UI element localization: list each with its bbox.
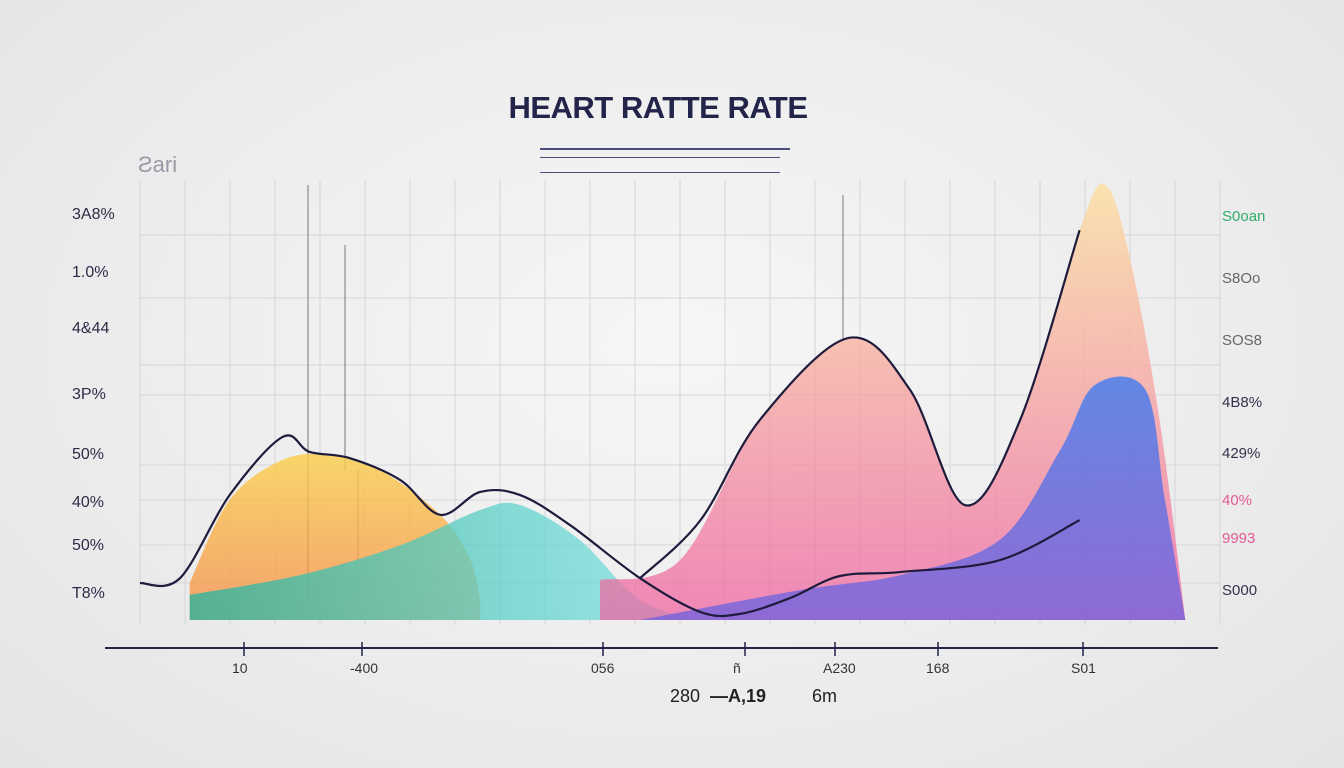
series-line-1: [639, 229, 1081, 579]
title-underline: [540, 148, 790, 150]
y-tick-label-left: 4&44: [72, 320, 110, 337]
series-line-0: [139, 434, 1081, 618]
x-subtitle-3: 6m: [812, 686, 838, 706]
series-area-3: [640, 376, 1186, 620]
y-tick-label-left: 3P%: [72, 386, 106, 403]
x-tick-label: 10: [232, 660, 248, 676]
chart-title: HEART RATTE RATE: [508, 90, 808, 125]
y-tick-label-right: SOS8: [1222, 332, 1263, 349]
x-tick-label: ñ: [733, 660, 741, 676]
y-tick-label-right: 9993: [1222, 530, 1256, 547]
y-tick-label-right: S000: [1222, 582, 1258, 599]
y-tick-label-left: T8%: [72, 585, 105, 602]
y-tick-label-right: S0oan: [1222, 208, 1266, 225]
y-tick-label-left: 50%: [72, 446, 105, 463]
x-tick-label: 168: [926, 660, 950, 676]
x-tick-label: 056: [591, 660, 615, 676]
y-tick-label-right: 429%: [1222, 445, 1261, 462]
corner-label: Ƨari: [138, 152, 178, 177]
y-tick-label-right: 4B8%: [1222, 394, 1263, 411]
title-underline: [540, 172, 780, 173]
y-tick-label-right: S8Oo: [1222, 270, 1261, 287]
x-subtitle-1: 280: [670, 686, 701, 706]
y-tick-label-left: 1.0%: [72, 264, 109, 281]
x-subtitle-2: —A,19: [710, 686, 767, 706]
y-tick-label-left: 50%: [72, 537, 105, 554]
y-tick-label-right: 40%: [1222, 492, 1253, 509]
x-tick-label: -400: [350, 660, 379, 676]
y-tick-label-left: 40%: [72, 494, 105, 511]
title-underline: [540, 157, 780, 158]
y-tick-label-left: 3A8%: [72, 206, 115, 223]
series-area-1: [189, 502, 701, 620]
x-tick-label: A230: [823, 660, 856, 676]
x-tick-label: S01: [1071, 660, 1096, 676]
